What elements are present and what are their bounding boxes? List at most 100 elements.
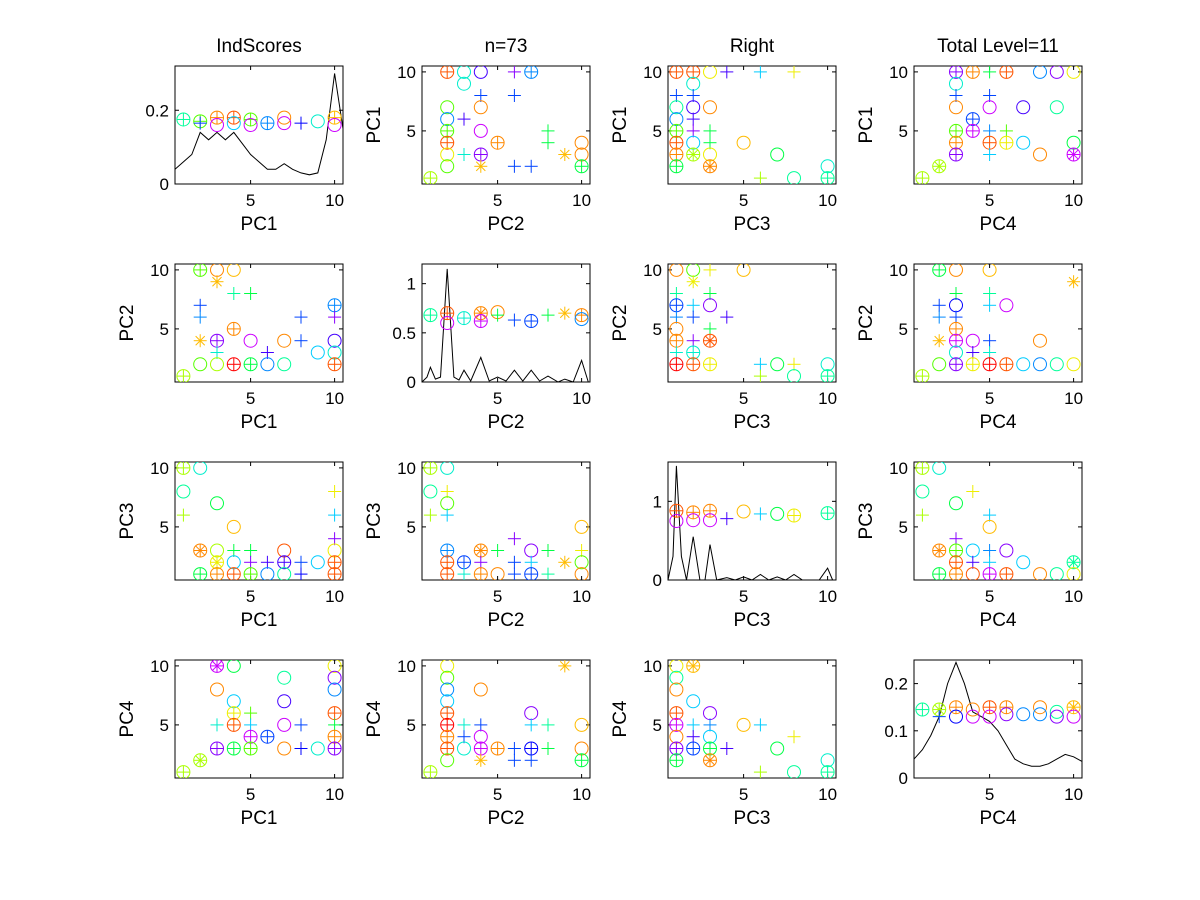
circle-marker bbox=[1033, 147, 1047, 162]
data-point bbox=[226, 706, 241, 721]
panel-pc2-vs-pc4: 5 10 5 10 PC4 PC2 bbox=[856, 261, 1083, 433]
data-point bbox=[327, 706, 342, 721]
circle-marker bbox=[686, 513, 701, 528]
data-point bbox=[524, 567, 539, 580]
star-marker-d2 bbox=[212, 276, 222, 287]
data-point bbox=[1067, 275, 1081, 289]
data-point bbox=[949, 543, 963, 558]
data-point bbox=[277, 116, 292, 131]
circle-marker bbox=[277, 116, 292, 131]
x-tick-label: 5 bbox=[246, 389, 255, 408]
data-point bbox=[423, 462, 438, 475]
data-point bbox=[310, 114, 325, 129]
data-point bbox=[558, 306, 572, 320]
data-point bbox=[1049, 66, 1064, 79]
data-point bbox=[720, 742, 734, 755]
data-point bbox=[457, 741, 471, 756]
data-point bbox=[669, 100, 684, 115]
data-point bbox=[474, 718, 488, 732]
data-point bbox=[915, 171, 930, 184]
circle-marker bbox=[770, 506, 785, 521]
data-point bbox=[193, 298, 207, 312]
panel-pc4-vs-pc3: 5 10 5 10 PC3 PC4 bbox=[610, 657, 837, 829]
data-point bbox=[440, 753, 455, 768]
star-marker-d2 bbox=[559, 149, 570, 160]
circle-marker bbox=[1016, 555, 1031, 570]
data-point bbox=[210, 346, 224, 359]
data-point bbox=[440, 660, 455, 673]
data-point bbox=[1016, 357, 1031, 372]
data-point bbox=[294, 116, 308, 130]
x-tick-label: 10 bbox=[1064, 785, 1083, 804]
density-curve bbox=[175, 73, 343, 176]
data-point bbox=[440, 682, 455, 697]
axes-box bbox=[913, 461, 1083, 581]
circle-marker bbox=[176, 484, 191, 499]
x-tick-label: 10 bbox=[572, 785, 591, 804]
data-point bbox=[703, 100, 717, 115]
data-point bbox=[932, 159, 947, 174]
circle-marker bbox=[770, 147, 785, 162]
x-tick-label: 10 bbox=[1064, 587, 1083, 606]
star-marker-d2 bbox=[212, 660, 222, 671]
axes-box bbox=[174, 461, 344, 581]
data-point bbox=[965, 357, 980, 372]
star-marker-d2 bbox=[195, 755, 206, 766]
circle-marker bbox=[327, 670, 342, 685]
data-point bbox=[226, 567, 241, 580]
circle-marker bbox=[1049, 704, 1064, 719]
circle-marker bbox=[277, 717, 292, 732]
data-point bbox=[541, 544, 555, 557]
data-point bbox=[949, 567, 963, 580]
panel-pc1-vs-pc4: 5 10 5 10 PC4 PC1 bbox=[856, 63, 1083, 235]
data-point bbox=[473, 567, 488, 580]
data-point bbox=[669, 264, 684, 277]
data-point bbox=[193, 264, 208, 277]
circle-marker bbox=[669, 682, 684, 697]
data-point bbox=[440, 306, 455, 321]
circle-marker bbox=[982, 100, 997, 115]
data-point bbox=[260, 357, 275, 372]
data-point bbox=[327, 110, 342, 125]
circle-marker bbox=[574, 135, 589, 150]
data-point bbox=[558, 148, 572, 161]
y-tick-label: 10 bbox=[150, 261, 169, 280]
data-point bbox=[949, 333, 963, 348]
data-point bbox=[294, 742, 308, 755]
data-point bbox=[473, 123, 488, 138]
y-tick-label: 5 bbox=[653, 122, 662, 141]
star-marker-d2 bbox=[705, 335, 715, 346]
data-point bbox=[541, 718, 555, 732]
star-marker-d2 bbox=[934, 545, 945, 556]
panel-pc1-vs-pc3: 5 10 5 10 PC3 PC1 bbox=[610, 63, 837, 235]
data-point bbox=[686, 718, 700, 732]
data-point bbox=[966, 485, 980, 498]
data-point bbox=[457, 555, 471, 570]
x-axis-label: PC4 bbox=[980, 412, 1017, 433]
data-point bbox=[999, 543, 1014, 558]
data-point bbox=[982, 709, 997, 724]
data-point bbox=[327, 118, 342, 132]
data-point bbox=[669, 147, 684, 162]
data-point bbox=[966, 346, 980, 359]
data-point bbox=[669, 741, 684, 756]
circle-marker bbox=[1066, 709, 1081, 724]
data-point bbox=[999, 700, 1014, 715]
data-point bbox=[965, 66, 980, 79]
data-point bbox=[1033, 567, 1047, 580]
circle-marker bbox=[473, 66, 488, 79]
data-point bbox=[983, 66, 997, 79]
data-point bbox=[328, 718, 342, 732]
x-tick-label: 10 bbox=[1064, 191, 1083, 210]
circle-marker bbox=[949, 264, 963, 277]
y-axis-label: PC4 bbox=[610, 700, 631, 737]
data-point bbox=[982, 357, 997, 372]
data-point bbox=[1066, 147, 1081, 162]
circle-marker bbox=[949, 496, 963, 511]
data-point bbox=[686, 66, 701, 79]
y-tick-label: 0 bbox=[407, 373, 416, 392]
data-point bbox=[983, 89, 997, 102]
data-point bbox=[686, 660, 701, 673]
circle-marker bbox=[770, 741, 785, 756]
data-point bbox=[457, 112, 471, 126]
